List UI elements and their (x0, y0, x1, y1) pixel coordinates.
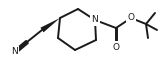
Text: O: O (112, 43, 120, 51)
Text: O: O (128, 14, 135, 22)
Text: N: N (11, 47, 17, 57)
Polygon shape (40, 18, 60, 32)
Text: N: N (92, 16, 98, 24)
